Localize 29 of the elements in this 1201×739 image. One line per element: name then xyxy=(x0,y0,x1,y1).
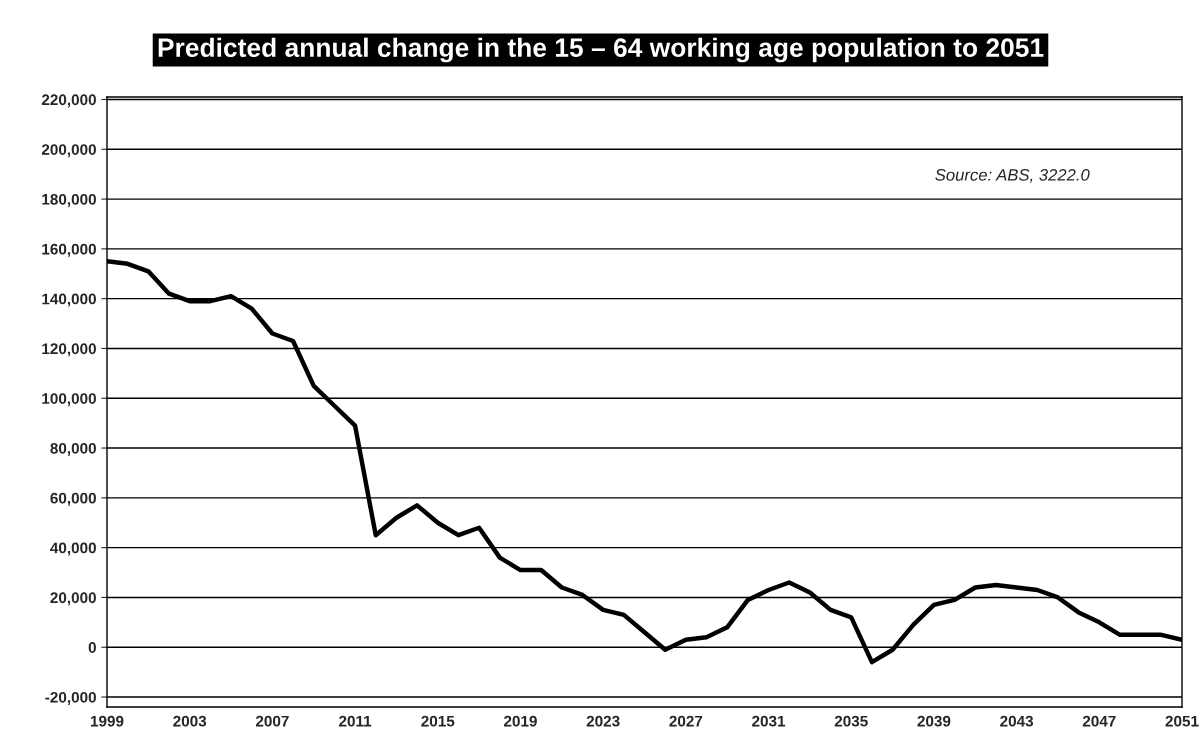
x-tick-label: 2007 xyxy=(255,715,289,727)
y-tick-label: 60,000 xyxy=(50,492,96,506)
y-tick-label: 80,000 xyxy=(50,442,96,456)
annotation: Source: ABS, 3222.0 xyxy=(935,168,1090,183)
x-tick-label: 2035 xyxy=(834,715,868,727)
y-tick-label: 160,000 xyxy=(42,243,96,257)
x-tick-label: 2043 xyxy=(1000,715,1034,727)
y-tick-label: -20,000 xyxy=(45,691,96,705)
y-tick-label: 0 xyxy=(88,642,96,653)
y-tick-label: 120,000 xyxy=(42,343,96,357)
x-tick-label: 2015 xyxy=(421,715,455,727)
x-tick-label: 2019 xyxy=(504,715,537,727)
y-tick-label: 140,000 xyxy=(42,293,96,307)
x-tick-label: 2027 xyxy=(669,715,703,727)
x-tick-label: 1999 xyxy=(90,715,124,727)
x-tick-label: 2039 xyxy=(917,715,951,727)
chart-title: Predicted annual change in the 15 – 64 working age population to 2051 xyxy=(158,37,1044,63)
x-tick-label: 2047 xyxy=(1082,715,1116,727)
x-tick-label: 2031 xyxy=(752,715,786,727)
y-tick-label: 100,000 xyxy=(42,393,96,407)
x-tick-label: 2051 xyxy=(1165,715,1199,727)
x-tick-label: 2011 xyxy=(339,715,372,727)
y-tick-label: 220,000 xyxy=(41,94,96,108)
x-tick-label: 2023 xyxy=(586,715,620,727)
y-tick-label: 200,000 xyxy=(41,144,96,158)
y-tick-label: 20,000 xyxy=(50,592,96,606)
y-tick-label: 40,000 xyxy=(50,542,96,556)
x-tick-label: 2003 xyxy=(173,715,207,727)
y-tick-label: 180,000 xyxy=(42,193,96,207)
